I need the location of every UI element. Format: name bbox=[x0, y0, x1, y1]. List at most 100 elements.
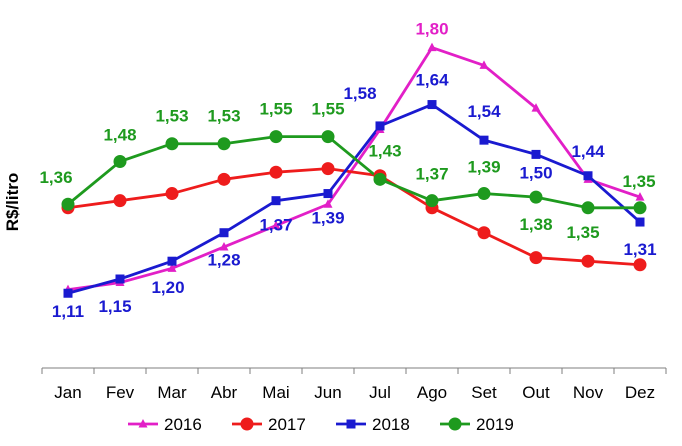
data-point bbox=[477, 226, 491, 240]
data-point bbox=[581, 254, 595, 268]
data-point bbox=[115, 274, 125, 284]
data-point bbox=[321, 162, 335, 176]
data-label-2019: 1,36 bbox=[39, 168, 72, 187]
data-point bbox=[427, 100, 437, 110]
data-point bbox=[61, 197, 75, 211]
legend-label: 2016 bbox=[164, 415, 202, 434]
data-label-2018: 1,44 bbox=[571, 142, 605, 161]
data-point bbox=[633, 201, 647, 215]
data-label-2019: 1,35 bbox=[566, 223, 599, 242]
x-tick-label: Jul bbox=[369, 383, 391, 402]
x-axis-ticks bbox=[41, 368, 667, 374]
x-tick-label: Nov bbox=[573, 383, 604, 402]
x-tick-label: Mar bbox=[157, 383, 187, 402]
data-label-2019: 1,38 bbox=[519, 215, 552, 234]
x-tick-label: Mai bbox=[262, 383, 289, 402]
data-label-2018: 1,11 bbox=[52, 302, 84, 321]
data-point bbox=[165, 137, 179, 151]
data-point bbox=[271, 220, 281, 230]
data-label-2018: 1,15 bbox=[98, 297, 131, 316]
x-tick-label: Abr bbox=[211, 383, 238, 402]
x-tick-label: Out bbox=[522, 383, 550, 402]
data-label-2018: 1,37 bbox=[259, 216, 292, 235]
data-point bbox=[217, 172, 231, 186]
data-point bbox=[531, 149, 541, 159]
data-point bbox=[479, 60, 489, 69]
data-point bbox=[219, 241, 229, 251]
data-point bbox=[635, 192, 645, 201]
data-label-2019: 1,53 bbox=[155, 107, 188, 126]
data-label-2019: 1,55 bbox=[311, 100, 344, 119]
data-point bbox=[529, 190, 543, 204]
data-point bbox=[271, 196, 281, 206]
data-label-2019: 1,53 bbox=[207, 107, 240, 126]
data-point bbox=[167, 256, 177, 266]
data-label-2018: 1,58 bbox=[343, 84, 376, 103]
data-point bbox=[219, 228, 229, 238]
data-point bbox=[375, 121, 385, 131]
legend-label: 2017 bbox=[268, 415, 306, 434]
data-label-2019: 1,55 bbox=[259, 100, 292, 119]
data-label-2018: 1,54 bbox=[467, 102, 501, 121]
legend-label: 2018 bbox=[372, 415, 410, 434]
legend-item-2017: 2017 bbox=[232, 415, 306, 434]
data-label-2019: 1,48 bbox=[103, 126, 136, 145]
y-axis-label: R$/litro bbox=[3, 173, 22, 232]
x-tick-label: Jan bbox=[54, 383, 81, 402]
data-label-2018: 1,50 bbox=[519, 163, 552, 182]
x-tick-label: Set bbox=[471, 383, 497, 402]
data-point bbox=[583, 171, 593, 181]
series-markers bbox=[61, 42, 647, 298]
data-labels: 1,80 1,11 1,15 1,20 1,28 1,37 1,39 1,58 1,64 1,54… bbox=[39, 20, 656, 322]
legend: 2016 2017 2018 2019 bbox=[128, 415, 514, 434]
series-line-2019 bbox=[67, 135, 640, 210]
data-point bbox=[321, 130, 335, 144]
data-point bbox=[479, 135, 489, 145]
x-tick-label: Dez bbox=[625, 383, 655, 402]
data-point bbox=[531, 103, 541, 112]
data-label-2019: 1,39 bbox=[467, 158, 500, 177]
x-tick-label: Fev bbox=[106, 383, 135, 402]
data-point bbox=[269, 130, 283, 144]
data-label-2018: 1,64 bbox=[415, 71, 449, 90]
series-line-2017 bbox=[67, 167, 641, 267]
data-label-2019: 1,37 bbox=[415, 165, 448, 184]
data-point bbox=[373, 172, 387, 186]
data-point bbox=[269, 165, 283, 179]
data-point bbox=[427, 42, 437, 52]
data-point bbox=[477, 187, 491, 201]
data-point bbox=[529, 251, 543, 265]
data-point bbox=[217, 137, 231, 151]
legend-item-2018: 2018 bbox=[336, 415, 410, 434]
data-point bbox=[323, 199, 333, 208]
data-label-2018: 1,39 bbox=[311, 209, 344, 228]
data-point bbox=[635, 217, 645, 227]
legend-item-2016: 2016 bbox=[128, 415, 202, 434]
data-point bbox=[167, 263, 177, 272]
legend-marker bbox=[240, 417, 254, 431]
data-label-2018: 1,20 bbox=[151, 278, 184, 297]
data-point bbox=[323, 189, 333, 199]
data-label-2018: 1,31 bbox=[623, 240, 656, 259]
data-point bbox=[165, 187, 179, 201]
legend-label: 2019 bbox=[476, 415, 514, 434]
data-point bbox=[425, 194, 439, 208]
data-label-2019: 1,35 bbox=[622, 172, 655, 191]
data-point bbox=[113, 194, 127, 208]
data-label-2016: 1,80 bbox=[415, 20, 448, 39]
series-lines bbox=[67, 46, 641, 295]
legend-marker bbox=[138, 419, 148, 428]
data-label-2019: 1,43 bbox=[368, 141, 401, 160]
legend-item-2019: 2019 bbox=[440, 415, 514, 434]
data-point bbox=[113, 155, 127, 169]
data-label-2018: 1,28 bbox=[207, 251, 240, 270]
x-tick-label: Jun bbox=[314, 383, 341, 402]
x-tick-label: Ago bbox=[417, 383, 447, 402]
legend-marker bbox=[448, 417, 462, 431]
legend-marker bbox=[346, 419, 356, 429]
data-point bbox=[581, 201, 595, 215]
data-point bbox=[633, 258, 647, 272]
x-axis-tick-labels: Jan Fev Mar Abr Mai Jun Jul Ago Set Out Nov Dez bbox=[54, 383, 655, 402]
